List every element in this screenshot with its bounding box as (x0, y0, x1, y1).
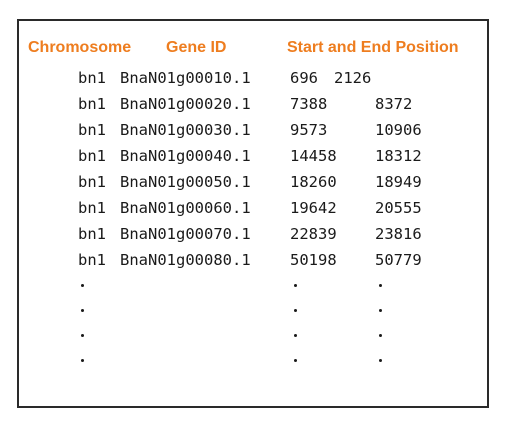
cell-end: 18312 (375, 147, 422, 165)
table-row: bn1 BnaN01g00060.1 19642 20555 (0, 198, 515, 224)
cell-chromosome: bn1 (78, 225, 106, 243)
cell-gene-id: BnaN01g00030.1 (120, 121, 251, 139)
cell-gene-id: BnaN01g00010.1 (120, 69, 251, 87)
cell-chromosome: bn1 (78, 173, 106, 191)
table-row: bn1 BnaN01g00040.1 14458 18312 (0, 146, 515, 172)
ellipsis-dot (294, 284, 297, 287)
cell-gene-id: BnaN01g00040.1 (120, 147, 251, 165)
cell-chromosome: bn1 (78, 147, 106, 165)
table-row: bn1 BnaN01g00070.1 22839 23816 (0, 224, 515, 250)
cell-end: 50779 (375, 251, 422, 269)
table-row: bn1 BnaN01g00020.1 7388 8372 (0, 94, 515, 120)
cell-end: 2126 (334, 69, 372, 87)
cell-start: 50198 (290, 251, 337, 269)
cell-start: 22839 (290, 225, 337, 243)
cell-gene-id: BnaN01g00060.1 (120, 199, 251, 217)
ellipsis-row (0, 276, 515, 301)
ellipsis-row (0, 326, 515, 351)
table-row: bn1 BnaN01g00080.1 50198 50779 (0, 250, 515, 276)
ellipsis-dot (294, 309, 297, 312)
cell-start: 7388 (290, 95, 328, 113)
ellipsis-dot (81, 334, 84, 337)
table-row: bn1 BnaN01g00050.1 18260 18949 (0, 172, 515, 198)
cell-end: 18949 (375, 173, 422, 191)
cell-end: 8372 (375, 95, 413, 113)
table-row: bn1 BnaN01g00010.1 696 2126 (0, 68, 515, 94)
ellipsis-row (0, 351, 515, 376)
continuation-dots (0, 276, 515, 376)
cell-start: 18260 (290, 173, 337, 191)
cell-chromosome: bn1 (78, 199, 106, 217)
cell-gene-id: BnaN01g00080.1 (120, 251, 251, 269)
ellipsis-dot (379, 309, 382, 312)
ellipsis-dot (294, 334, 297, 337)
cell-end: 23816 (375, 225, 422, 243)
cell-end: 10906 (375, 121, 422, 139)
table-frame (17, 19, 489, 408)
cell-chromosome: bn1 (78, 251, 106, 269)
cell-gene-id: BnaN01g00070.1 (120, 225, 251, 243)
ellipsis-dot (379, 284, 382, 287)
ellipsis-dot (81, 309, 84, 312)
cell-gene-id: BnaN01g00050.1 (120, 173, 251, 191)
cell-chromosome: bn1 (78, 95, 106, 113)
header-start-end-position: Start and End Position (287, 39, 459, 56)
ellipsis-dot (81, 284, 84, 287)
ellipsis-row (0, 301, 515, 326)
cell-start: 696 (290, 69, 318, 87)
ellipsis-dot (81, 359, 84, 362)
table-row: bn1 BnaN01g00030.1 9573 10906 (0, 120, 515, 146)
cell-chromosome: bn1 (78, 121, 106, 139)
ellipsis-dot (379, 359, 382, 362)
ellipsis-dot (294, 359, 297, 362)
cell-start: 19642 (290, 199, 337, 217)
ellipsis-dot (379, 334, 382, 337)
cell-chromosome: bn1 (78, 69, 106, 87)
cell-end: 20555 (375, 199, 422, 217)
header-chromosome: Chromosome (28, 39, 132, 56)
gene-table-body: bn1 BnaN01g00010.1 696 2126 bn1 BnaN01g0… (0, 68, 515, 276)
cell-gene-id: BnaN01g00020.1 (120, 95, 251, 113)
cell-start: 9573 (290, 121, 328, 139)
cell-start: 14458 (290, 147, 337, 165)
header-gene-id: Gene ID (166, 39, 227, 56)
